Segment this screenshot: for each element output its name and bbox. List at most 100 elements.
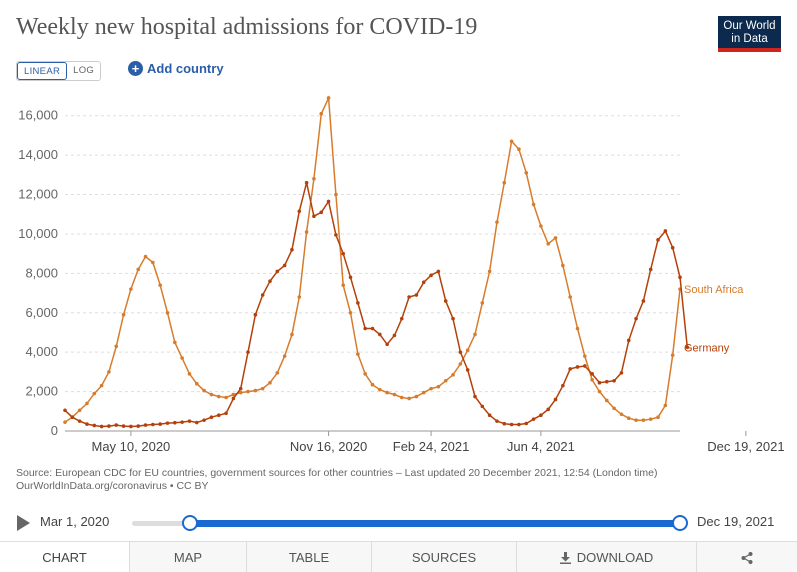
data-point-south-africa [465,348,470,353]
data-point-south-africa [312,176,316,181]
data-point-germany [619,371,624,375]
data-point-south-africa [575,326,580,331]
data-point-south-africa [443,378,448,383]
y-tick-label: 16,000 [18,108,58,123]
data-point-germany [187,419,192,423]
data-point-south-africa [304,230,309,234]
add-country-button[interactable]: + Add country [128,61,224,76]
tab-sources[interactable]: SOURCES [372,542,517,572]
data-point-south-africa [597,389,602,394]
chart-series [63,95,690,429]
data-point-germany [656,238,660,242]
scale-linear-button[interactable]: LINEAR [17,62,68,80]
data-point-germany [129,424,133,429]
data-point-germany [451,316,455,321]
data-point-germany [378,332,382,337]
scale-log-button[interactable]: LOG [67,62,101,80]
data-point-germany [356,301,360,305]
data-point-germany [348,275,353,280]
tab-download[interactable]: DOWNLOAD [517,542,697,572]
y-tick-label: 8,000 [25,265,58,280]
tab-map[interactable]: MAP [130,542,247,572]
data-point-south-africa [590,377,594,382]
series-label-germany: Germany [684,342,730,354]
data-point-south-africa [626,416,631,420]
data-point-south-africa [121,312,126,317]
data-point-germany [583,364,587,368]
source-url[interactable]: OurWorldInData.org/coronavirus • CC BY [16,480,209,492]
data-point-germany [663,229,668,233]
tab-share[interactable] [697,542,797,572]
data-point-germany [531,417,536,421]
data-point-south-africa [480,301,485,305]
data-point-germany [626,338,631,343]
y-tick-label: 0 [51,423,58,438]
tab-download-label: DOWNLOAD [576,550,654,565]
data-point-germany [429,273,433,278]
tab-chart[interactable]: CHART [0,542,130,572]
data-point-germany [385,342,389,347]
data-point-germany [92,423,97,428]
data-point-south-africa [238,390,243,395]
data-point-south-africa [561,263,565,268]
timeline: Mar 1, 2020 Dec 19, 2021 [0,508,797,538]
data-point-south-africa [348,310,353,315]
series-label-south-africa: South Africa [684,284,744,296]
data-point-germany [575,365,580,369]
data-point-south-africa [319,111,324,116]
data-point-germany [473,394,477,399]
data-point-germany [399,316,404,321]
owid-logo[interactable]: Our World in Data [718,16,781,52]
scale-toggle[interactable]: LINEAR LOG [16,61,102,81]
data-point-south-africa [656,415,660,420]
data-point-germany [414,293,419,297]
data-point-germany [70,415,75,420]
data-point-germany [465,368,470,372]
data-point-south-africa [429,386,433,391]
timeline-selected-range[interactable] [190,520,680,527]
data-point-south-africa [143,254,148,259]
x-tick-label: May 10, 2020 [92,439,171,454]
data-point-south-africa [378,387,382,392]
timeline-start-handle[interactable] [182,515,198,531]
data-point-south-africa [604,398,609,403]
data-point-south-africa [107,370,111,374]
data-point-south-africa [363,372,367,376]
data-point-germany [421,280,426,285]
timeline-end-handle[interactable] [672,515,688,531]
data-point-south-africa [583,354,587,358]
data-point-germany [634,316,638,321]
data-point-south-africa [326,96,331,100]
data-point-germany [334,233,338,237]
data-point-germany [107,424,111,428]
data-point-germany [158,422,162,426]
tab-table[interactable]: TABLE [247,542,372,572]
data-point-south-africa [458,362,463,366]
data-point-germany [77,419,82,423]
data-point-germany [363,326,367,331]
data-point-germany [136,424,141,428]
y-tick-label: 6,000 [25,305,58,320]
data-point-south-africa [129,287,133,291]
data-point-germany [458,350,463,354]
x-axis: May 10, 2020 Nov 16, 2020 Feb 24, 2021 Jun … [92,431,785,454]
data-point-germany [275,269,280,274]
x-tick-label: Dec 19, 2021 [707,439,784,454]
data-point-germany [297,209,302,214]
data-point-south-africa [297,295,302,299]
data-point-south-africa [436,384,441,389]
data-point-south-africa [77,408,82,413]
play-icon[interactable] [17,515,30,531]
data-point-germany [612,378,616,383]
data-point-germany [524,421,529,426]
data-point-germany [253,312,258,317]
data-point-germany [553,397,558,402]
data-point-south-africa [85,401,89,406]
source-note: Source: European CDC for EU countries, g… [16,467,657,493]
y-tick-label: 2,000 [25,384,58,399]
series-labels: South Africa Germany [684,284,744,354]
data-point-germany [165,421,170,425]
data-point-germany [246,350,250,354]
data-point-germany [238,386,243,391]
source-text: Source: European CDC for EU countries, g… [16,467,658,479]
